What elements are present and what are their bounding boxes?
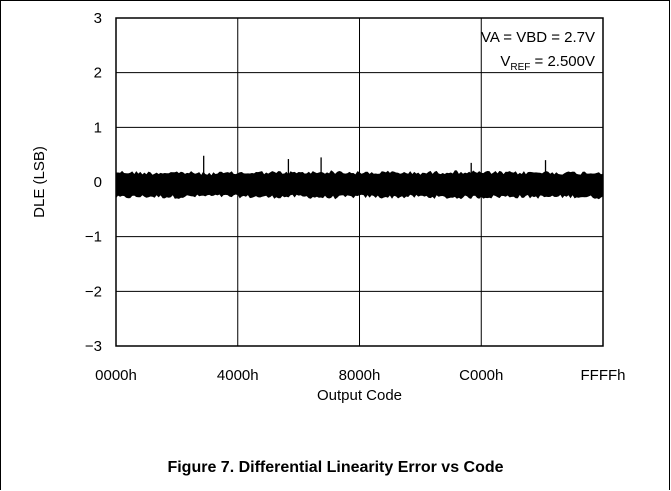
condition-annotation-supply: VA = VBD = 2.7V — [481, 29, 595, 46]
x-tick-label: 4000h — [217, 367, 259, 384]
x-tick-label: C000h — [459, 367, 503, 384]
y-tick-label: 3 — [94, 10, 102, 27]
x-tick-label: 8000h — [339, 367, 381, 384]
y-tick-labels: 3 2 1 0 −1 −2 −3 — [85, 10, 102, 355]
dle-series-band — [116, 170, 603, 200]
x-tick-label: 0000h — [95, 367, 137, 384]
y-axis-title: DLE (LSB) — [31, 146, 48, 218]
y-tick-label: −3 — [85, 338, 102, 355]
plot-border — [115, 17, 604, 347]
y-tick-label: −1 — [85, 229, 102, 246]
x-tick-labels: 0000h 4000h 8000h C000h FFFFh — [95, 367, 625, 384]
y-tick-label: 1 — [94, 119, 102, 136]
vref-symbol: V — [500, 53, 510, 70]
y-tick-label: −2 — [85, 283, 102, 300]
y-tick-label: 2 — [94, 65, 102, 82]
vref-subscript: REF — [510, 62, 530, 73]
x-tick-label: FFFFh — [581, 367, 626, 384]
y-tick-label: 0 — [94, 174, 102, 191]
x-axis-title: Output Code — [317, 387, 402, 404]
condition-annotation-vref: VREF = 2.500V — [500, 53, 595, 73]
vref-value: = 2.500V — [530, 53, 595, 70]
figure-caption: Figure 7. Differential Linearity Error v… — [167, 459, 504, 476]
dle-series-spikes — [203, 155, 547, 177]
